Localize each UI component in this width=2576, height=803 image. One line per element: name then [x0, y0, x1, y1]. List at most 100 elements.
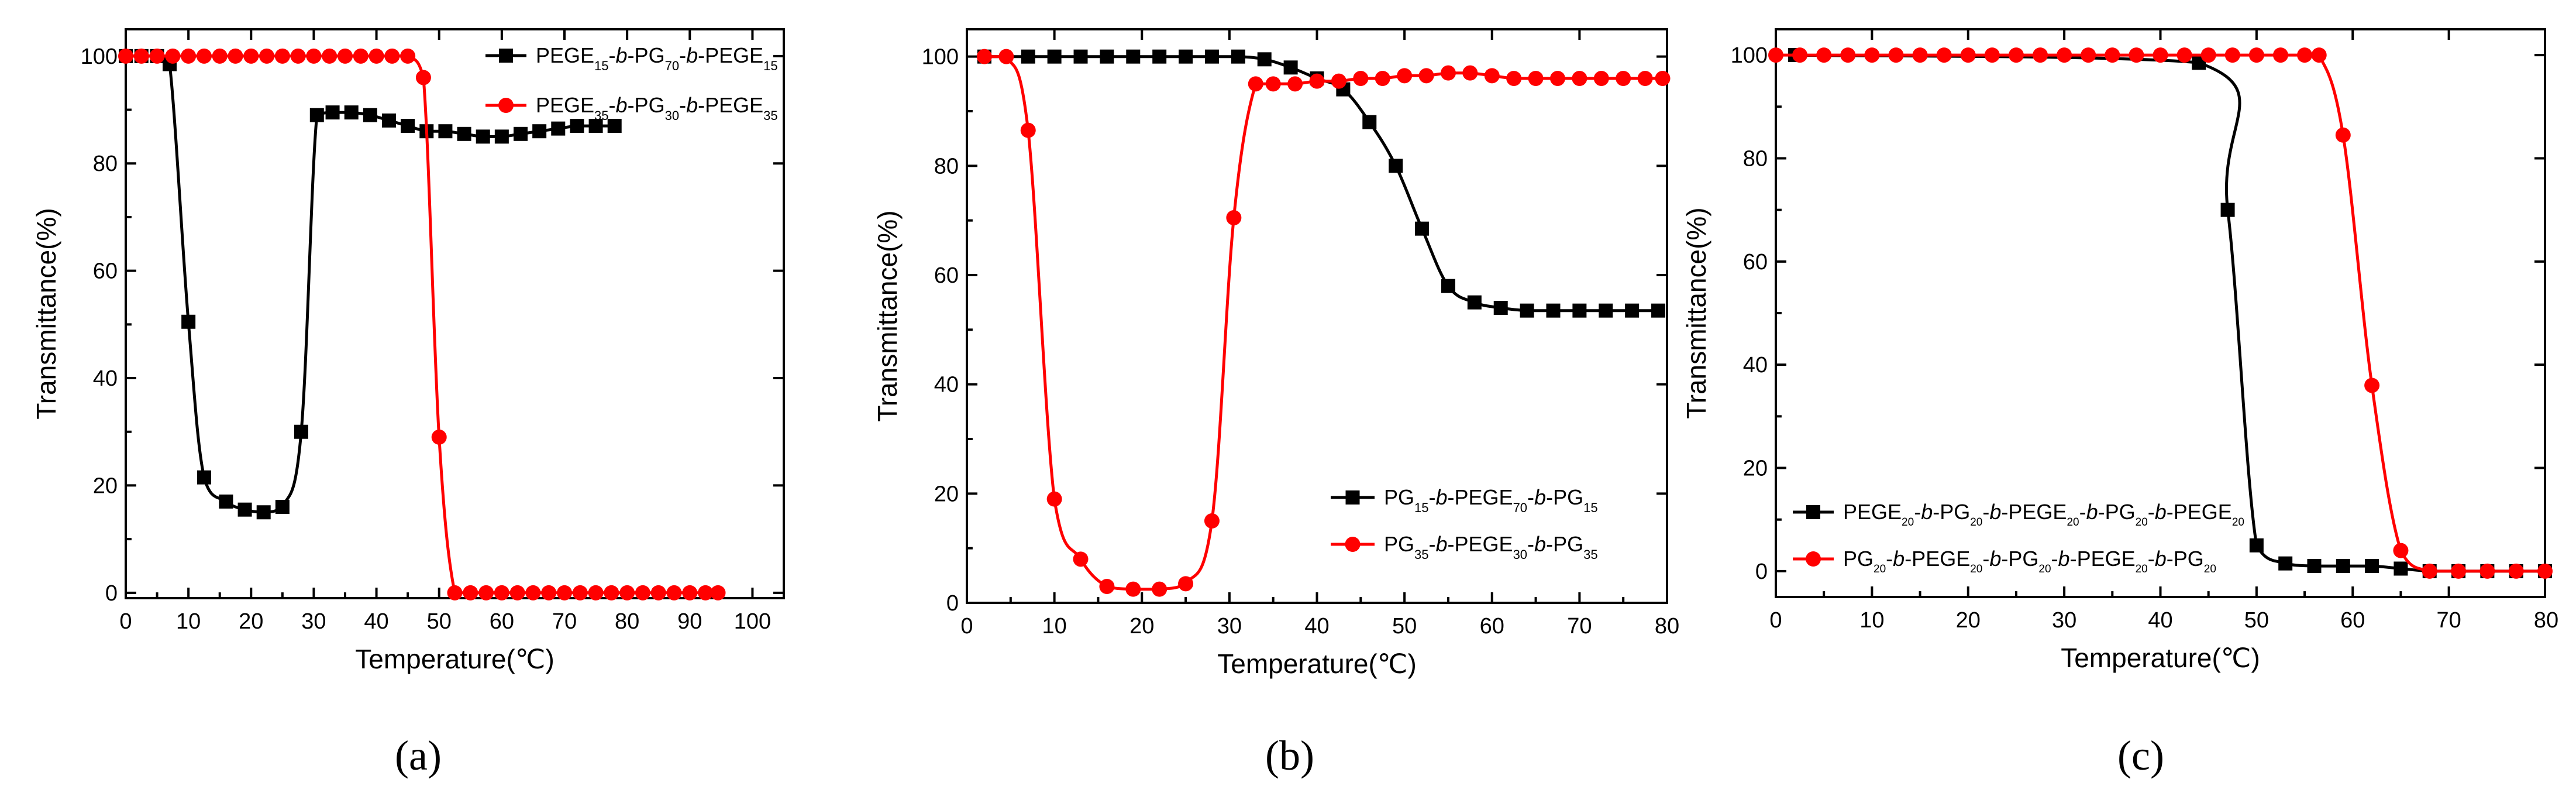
legend-entry: PEGE20-b-PG20-b-PEGE20-b-PG20-b-PEGE20 — [1793, 500, 2244, 529]
x-tick-label: 70 — [2436, 608, 2461, 633]
data-point-square — [2365, 559, 2379, 574]
data-point-circle — [1178, 576, 1194, 592]
x-tick-label: 60 — [490, 609, 514, 634]
legend-label: PG35-b-PEGE30-b-PG35 — [1384, 532, 1598, 562]
data-point-circle — [1572, 71, 1587, 86]
data-point-square — [1283, 60, 1298, 75]
data-point-circle — [1888, 47, 1904, 63]
data-point-square — [197, 470, 211, 485]
series-line — [1795, 53, 2545, 573]
x-tick-label: 70 — [1567, 614, 1592, 639]
series-line — [984, 55, 1658, 313]
y-tick-label: 0 — [1755, 560, 1768, 584]
data-point-circle — [1984, 47, 2000, 63]
data-point-circle — [415, 70, 431, 85]
y-tick-label: 40 — [93, 366, 118, 391]
panel-label: (b) — [1265, 732, 1314, 779]
data-point-circle — [1528, 71, 1544, 86]
data-point-circle — [1152, 581, 1168, 597]
data-point-circle — [619, 585, 635, 600]
data-point-square — [2249, 538, 2264, 553]
legend-marker — [499, 49, 513, 63]
legend-label: PEGE15-b-PG70-b-PEGE15 — [536, 43, 778, 73]
y-tick-label: 40 — [1743, 353, 1768, 378]
data-point-circle — [1960, 47, 1976, 63]
x-tick-label-clipped: 80 — [2534, 608, 2558, 633]
data-point-circle — [1912, 47, 1928, 63]
x-tick-label: 10 — [1859, 608, 1884, 633]
data-point-circle — [525, 585, 541, 600]
legend-entry: PG15-b-PEGE70-b-PG15 — [1331, 485, 1598, 515]
x-tick-label: 50 — [1392, 614, 1417, 639]
data-point-circle — [2153, 47, 2168, 63]
panel-label: (a) — [395, 732, 442, 779]
legend-label: PG20-b-PEGE20-b-PG20-b-PEGE20-b-PG20 — [1843, 547, 2216, 575]
data-point-square — [2307, 559, 2322, 574]
data-point-circle — [400, 48, 416, 64]
x-tick-label: 0 — [1769, 608, 1782, 633]
data-point-square — [1546, 303, 1561, 318]
y-axis-title: Transmittance(%) — [1681, 207, 1711, 418]
series-line — [1776, 53, 2545, 573]
data-point-circle — [1637, 71, 1653, 86]
y-tick-label: 60 — [1743, 250, 1768, 274]
data-point-circle — [447, 585, 463, 600]
data-point-circle — [2057, 47, 2072, 63]
data-point-circle — [2311, 47, 2327, 63]
data-point-circle — [478, 585, 494, 600]
data-point-circle — [431, 429, 447, 445]
y-tick-label: 60 — [934, 263, 959, 288]
data-point-circle — [1046, 491, 1062, 507]
data-point-circle — [666, 585, 682, 600]
series-black — [119, 49, 622, 520]
data-point-circle — [2335, 127, 2351, 143]
data-point-circle — [2008, 47, 2024, 63]
data-point-square — [570, 119, 584, 133]
data-point-circle — [259, 48, 275, 64]
data-point-square — [363, 108, 377, 122]
x-tick-label: 70 — [552, 609, 577, 634]
y-axis-title: Transmittance(%) — [872, 210, 903, 421]
panel-a: 0 10 20 30 40 50 60 70 80 90 100 0 20 40 60 80 100 Temper… — [31, 28, 785, 779]
data-point-circle — [1816, 47, 1832, 63]
data-point-square — [1204, 49, 1219, 64]
legend-label: PEGE35-b-PG30-b-PEGE35 — [536, 93, 778, 123]
data-point-square — [401, 119, 415, 133]
data-point-circle — [228, 48, 243, 64]
legend-marker — [1806, 551, 1821, 567]
data-point-square — [1625, 303, 1640, 318]
data-point-circle — [1506, 71, 1522, 86]
data-point-circle — [2224, 47, 2240, 63]
data-point-circle — [1099, 579, 1115, 594]
data-point-square — [457, 126, 471, 141]
data-point-circle — [710, 585, 726, 600]
data-point-circle — [1204, 513, 1220, 529]
data-point-circle — [1248, 76, 1263, 92]
data-point-square — [514, 126, 528, 141]
data-point-square — [237, 502, 252, 517]
data-point-square — [344, 105, 359, 120]
data-point-circle — [353, 48, 369, 64]
data-point-circle — [133, 48, 149, 64]
data-point-circle — [306, 48, 322, 64]
data-point-square — [1599, 303, 1613, 318]
panel-b: 0 10 20 30 40 50 60 70 80 0 20 40 60 80 100 Temperature… — [872, 28, 1679, 779]
data-point-square — [1021, 49, 1035, 64]
data-point-square — [1073, 49, 1088, 64]
panel-c: 0 10 20 30 40 50 60 70 80 0 20 40 60 80 100 Temperature… — [1681, 28, 2558, 779]
series-line — [984, 55, 1663, 591]
data-point-circle — [1936, 47, 1952, 63]
panel-label: (c) — [2117, 732, 2164, 779]
data-point-circle — [1287, 76, 1303, 92]
data-point-circle — [2297, 47, 2313, 63]
data-point-circle — [635, 585, 650, 600]
data-point-circle — [463, 585, 478, 600]
data-point-circle — [212, 48, 228, 64]
data-point-square — [1389, 159, 1403, 173]
data-point-circle — [1397, 68, 1413, 84]
x-tick-label: 10 — [176, 609, 201, 634]
data-point-square — [256, 505, 271, 520]
data-point-square — [2336, 559, 2350, 574]
data-point-circle — [2479, 563, 2495, 579]
